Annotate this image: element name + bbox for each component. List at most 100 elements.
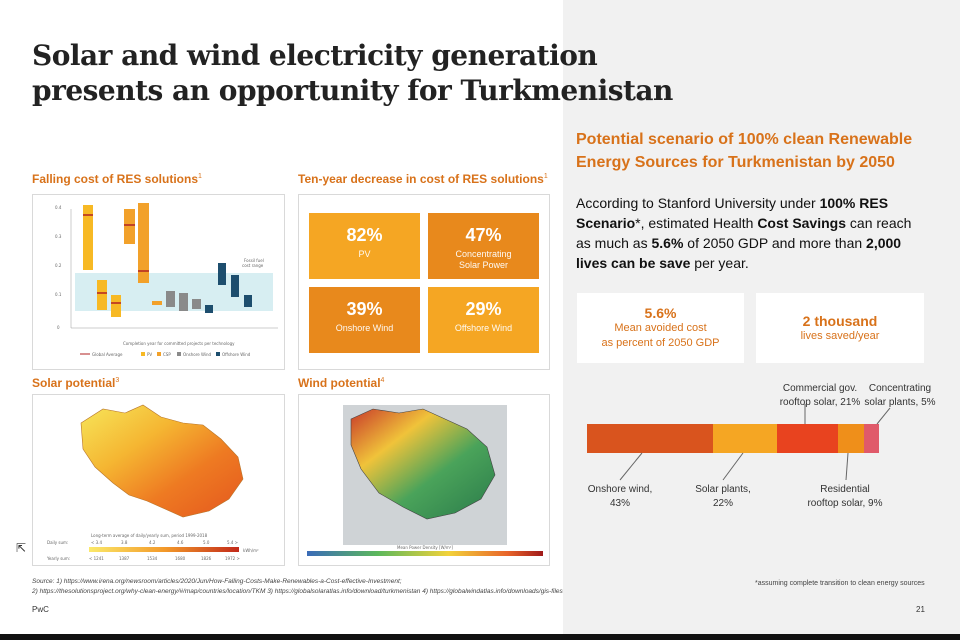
mix-segment-concentrating-solar <box>864 424 879 453</box>
brand-label: PwC <box>32 605 49 614</box>
solar-yearly-tick-5: 1972 > <box>225 556 240 561</box>
falling-cost-svg: 0.4 0.3 0.2 0.1 0 Fossil fuel cost ran <box>55 203 278 357</box>
slide-title: Solar and wind electricity generation pr… <box>32 38 673 108</box>
legend-offshore-wind: Offshore Wind <box>222 352 251 357</box>
fossil-label-2: cost range <box>242 263 264 268</box>
mouse-cursor-icon: ⇱ <box>16 541 27 555</box>
solar-legend-caption: Long-term average of daily/yearly sum, p… <box>91 533 208 538</box>
kpi-avoided-cost-desc-2: as percent of 2050 GDP <box>601 337 720 349</box>
tile-csp-pct: 47% <box>465 225 502 245</box>
tile-offshore-label: Offshore Wind <box>454 323 513 333</box>
svg-text:0.2: 0.2 <box>55 263 62 268</box>
mix-segment-residential-rooftop <box>838 424 865 453</box>
solar-daily-tick-1: 3.8 <box>121 540 128 545</box>
solar-daily-tick-3: 4.6 <box>177 540 184 545</box>
heading-solar-potential: Solar potential3 <box>32 376 120 390</box>
label-onshore-wind: Onshore wind, 43% <box>587 484 653 509</box>
bar-pv-2010 <box>83 205 93 270</box>
tile-onshore-label: Onshore Wind <box>335 323 394 333</box>
kpi-avoided-cost-value: 5.6% <box>644 305 677 321</box>
solar-yearly-tick-1: 1387 <box>119 556 130 561</box>
scenario-title-line-1: Potential scenario of 100% clean Renewab… <box>576 131 913 148</box>
solar-yearly-tick-0: < 1241 <box>89 556 104 561</box>
legend-global-average: Global Average <box>92 352 123 357</box>
svg-text:0.4: 0.4 <box>55 205 62 210</box>
wind-map-svg: Mean Power Density [W/m²] <box>307 405 543 556</box>
solar-yearly-label: Yearly sum: <box>46 556 70 561</box>
tile-offshore-wind: 29% Offshore Wind <box>428 287 539 353</box>
falling-cost-chart: 0.4 0.3 0.2 0.1 0 Fossil fuel cost ran <box>32 194 285 370</box>
wind-color-scale <box>307 551 543 556</box>
solar-daily-tick-5: 5.4 > <box>227 540 238 545</box>
heading-ten-year: Ten-year decrease in cost of RES solutio… <box>298 172 548 186</box>
tile-pv-label: PV <box>358 249 371 259</box>
bar-csp-2019 <box>152 301 162 305</box>
solar-daily-label: Daily sum: <box>47 540 68 545</box>
tile-csp: 47% Concentrating Solar Power <box>428 213 539 279</box>
bar-offshore-2019 <box>205 305 213 313</box>
x-caption: Completion year for committed projects p… <box>123 341 235 346</box>
tile-onshore-pct: 39% <box>346 299 383 319</box>
fossil-label-1: Fossil fuel <box>244 258 264 263</box>
bar-csp-2018 <box>138 203 149 283</box>
heading-wind-potential: Wind potential4 <box>298 376 385 390</box>
bar-pv-2014 <box>111 295 121 317</box>
kpi-avoided-cost-desc-1: Mean avoided cost <box>614 322 707 334</box>
legend-csp: CSP <box>163 352 171 357</box>
solar-yearly-tick-2: 1534 <box>147 556 158 561</box>
svg-text:0.1: 0.1 <box>55 292 62 297</box>
kpi-avoided-cost: 5.6% Mean avoided cost as percent of 205… <box>577 293 744 363</box>
tile-csp-label-1: Concentrating <box>455 249 512 259</box>
bar-offshore-2021 <box>231 275 239 297</box>
slide-title-line-1: Solar and wind electricity generation <box>32 39 598 72</box>
mix-segment-onshore-wind <box>587 424 713 453</box>
svg-text:0: 0 <box>57 325 60 330</box>
kpi-lives-saved-desc: lives saved/year <box>800 330 880 342</box>
label-solar-plants: Solar plants, 22% <box>695 484 751 509</box>
legend-pv: PV <box>147 352 152 357</box>
energy-mix-bar <box>587 424 879 453</box>
page-number: 21 <box>916 605 925 614</box>
mix-segment-commercial-rooftop <box>776 424 839 453</box>
kpi-lives-saved-value: 2 thousand <box>802 313 878 329</box>
wind-country-shape <box>350 408 496 520</box>
footnote-asterisk: *assuming complete transition to clean e… <box>755 580 925 587</box>
bar-offshore-2022 <box>244 295 252 307</box>
scenario-title-line-2: Energy Sources for Turkmenistan by 2050 <box>576 154 895 171</box>
solar-daily-tick-0: < 3.4 <box>91 540 102 545</box>
label-commercial-rooftop: Commercial gov. rooftop solar, 21% <box>779 383 861 408</box>
solar-yearly-tick-4: 1826 <box>201 556 212 561</box>
scenario-body: According to Stanford University under 1… <box>576 195 912 271</box>
slide-title-line-2: presents an opportunity for Turkmenistan <box>32 74 673 107</box>
bar-pv-2012 <box>97 280 107 310</box>
solar-daily-tick-4: 5.0 <box>203 540 210 545</box>
cost-decrease-tiles: 82% PV 47% Concentrating Solar Power 39%… <box>298 194 550 370</box>
solar-map-svg: Long-term average of daily/yearly sum, p… <box>46 404 259 561</box>
scenario-title: Potential scenario of 100% clean Renewab… <box>576 128 912 174</box>
solar-daily-tick-2: 4.2 <box>149 540 156 545</box>
legend-onshore-wind: Onshore Wind <box>183 352 212 357</box>
tile-offshore-pct: 29% <box>465 299 502 319</box>
solar-color-scale <box>89 547 239 552</box>
heading-falling-cost: Falling cost of RES solutions1 <box>32 172 202 186</box>
label-residential-rooftop: Residential rooftop solar, 9% <box>807 484 883 509</box>
tile-pv: 82% PV <box>309 213 420 279</box>
bar-wind-2016 <box>179 293 188 311</box>
tile-csp-label-2: Solar Power <box>458 260 509 270</box>
bar-csp-2016 <box>124 209 135 244</box>
mix-segment-solar-plants <box>712 424 777 453</box>
tile-onshore-wind: 39% Onshore Wind <box>309 287 420 353</box>
bar-wind-2015 <box>166 291 175 307</box>
kpi-lives-saved: 2 thousand lives saved/year <box>756 293 924 363</box>
label-concentrating-solar: Concentrating solar plants, 5% <box>864 383 936 408</box>
source-line-1: Source: 1) https://www.irena.org/newsroo… <box>32 578 402 585</box>
wind-potential-map: Mean Power Density [W/m²] <box>298 394 550 566</box>
bar-offshore-2020 <box>218 263 226 285</box>
source-line-2: 2) https://thesolutionsproject.org/why-c… <box>32 588 563 595</box>
mix-leader-lines <box>619 404 891 481</box>
bar-wind-2017 <box>192 299 201 309</box>
svg-text:0.3: 0.3 <box>55 234 62 239</box>
solar-country-shape <box>80 404 244 518</box>
solar-potential-map: Long-term average of daily/yearly sum, p… <box>32 394 285 566</box>
